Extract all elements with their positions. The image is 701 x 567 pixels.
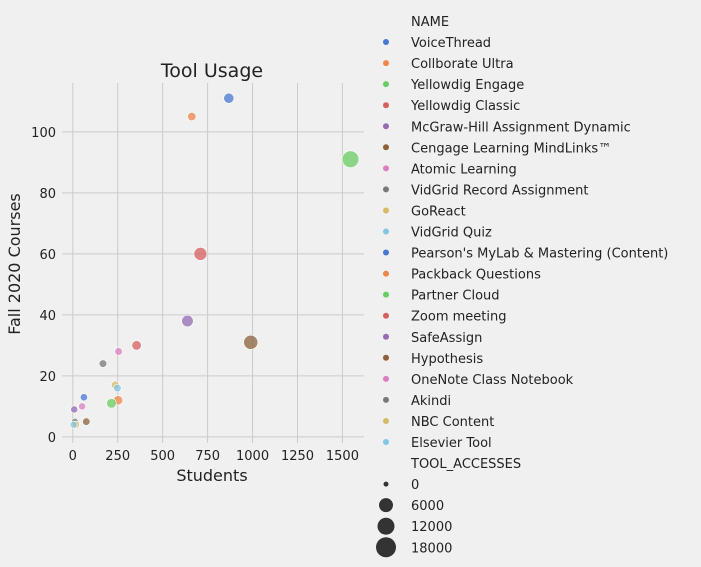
legend-size-label: 6000 [411, 499, 444, 514]
legend-marker [383, 439, 389, 445]
legend-entry: Akindi [411, 394, 451, 409]
legend-entry: McGraw-Hill Assignment Dynamic [411, 120, 631, 135]
data-point [98, 359, 108, 368]
legend-size-marker [377, 517, 395, 535]
legend-marker [383, 186, 389, 193]
legend-entry: VoiceThread [411, 36, 491, 51]
legend-marker [383, 354, 389, 361]
data-point [131, 340, 142, 351]
legend-entry: OneNote Class Notebook [411, 373, 574, 388]
data-point [187, 112, 197, 122]
legend-entry: Cengage Learning MindLinks™ [411, 141, 611, 156]
data-point [341, 150, 360, 168]
legend-size-marker [379, 498, 393, 513]
legend-marker [383, 270, 389, 277]
legend-marker [383, 396, 389, 403]
y-tick-label: 0 [48, 431, 56, 446]
legend-entry: Partner Cloud [411, 289, 500, 304]
legend: NAME VoiceThread Collborate Ultra Yellowdig… [376, 15, 668, 558]
legend-entry: Yellowdig Engage [410, 78, 524, 93]
grid-lines [62, 83, 364, 443]
x-tick-label: 1250 [281, 449, 314, 464]
x-tick-label: 750 [195, 449, 220, 464]
data-points [69, 92, 360, 429]
legend-size-marker [376, 537, 396, 558]
legend-entry: Packback Questions [411, 268, 541, 283]
legend-marker [383, 123, 389, 130]
data-point [193, 247, 208, 261]
data-point [82, 417, 91, 426]
legend-marker [383, 417, 389, 424]
legend-entry: Zoom meeting [411, 310, 506, 325]
legend-marker [383, 39, 389, 46]
legend-marker [383, 144, 389, 151]
data-point [181, 314, 194, 328]
legend-entry: VidGrid Quiz [411, 226, 492, 241]
y-tick-label: 40 [39, 309, 56, 324]
legend-entry: Elsevier Tool [411, 436, 492, 451]
x-axis-ticks: 0 250 500 750 1000 1250 1500 [69, 449, 359, 464]
legend-marker [383, 249, 389, 256]
legend-size-label: 18000 [411, 541, 452, 556]
legend-size-label: 12000 [411, 520, 452, 535]
x-tick-label: 0 [69, 449, 77, 464]
y-tick-label: 20 [39, 370, 56, 385]
legend-entry: NBC Content [411, 415, 494, 430]
legend-entry: Yellowdig Classic [410, 99, 520, 114]
y-tick-label: 80 [39, 187, 56, 202]
legend-entry: Hypothesis [411, 352, 483, 367]
legend-entry: Pearson's MyLab & Mastering (Content) [411, 247, 668, 262]
x-axis-label: Students [176, 466, 247, 485]
legend-marker [383, 207, 389, 214]
y-axis-ticks: 0 20 40 60 80 100 [31, 126, 56, 446]
y-tick-label: 60 [39, 248, 56, 263]
data-point [78, 402, 87, 411]
legend-marker [383, 60, 389, 67]
x-tick-label: 1000 [236, 449, 269, 464]
legend-entry: SafeAssign [411, 331, 482, 346]
data-point [243, 334, 259, 350]
legend-marker [383, 228, 389, 235]
legend-entry: Atomic Learning [411, 162, 517, 177]
legend-marker [383, 81, 389, 88]
x-tick-label: 500 [150, 449, 175, 464]
data-point [223, 92, 235, 104]
data-point [106, 398, 117, 409]
legend-marker [383, 333, 389, 340]
legend-entry: GoReact [411, 204, 466, 219]
data-point [113, 383, 122, 393]
data-point [70, 405, 79, 414]
data-point [79, 393, 88, 402]
legend-size-title: TOOL_ACCESSES [410, 457, 521, 472]
chart-title: Tool Usage [160, 60, 263, 82]
legend-marker [383, 312, 389, 319]
x-tick-label: 1500 [326, 449, 359, 464]
data-point [114, 347, 123, 356]
data-point [69, 420, 78, 429]
legend-marker [383, 291, 389, 298]
legend-marker [383, 102, 389, 109]
y-tick-label: 100 [31, 126, 56, 141]
legend-hue-title: NAME [411, 15, 449, 30]
legend-marker [383, 165, 389, 172]
x-tick-label: 250 [105, 449, 130, 464]
legend-entry: Collborate Ultra [411, 57, 514, 72]
legend-size-label: 0 [411, 478, 419, 493]
legend-entry: VidGrid Record Assignment [411, 183, 588, 198]
legend-marker [383, 375, 389, 382]
y-axis-label: Fall 2020 Courses [5, 193, 24, 335]
legend-size-marker [383, 481, 389, 487]
